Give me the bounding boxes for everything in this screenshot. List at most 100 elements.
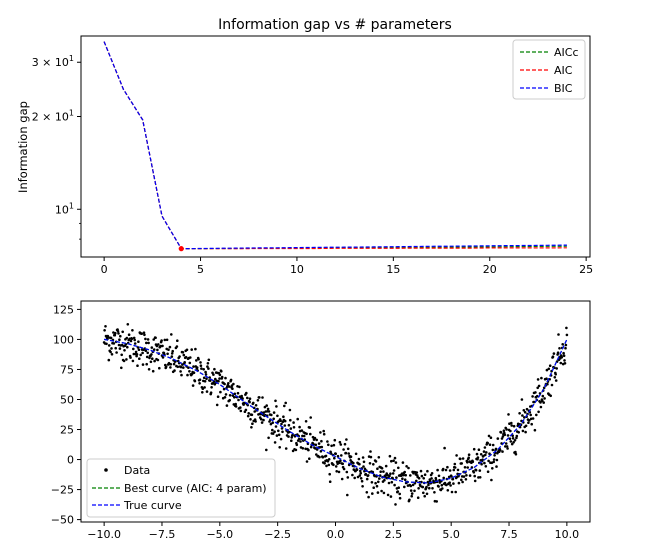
data-point	[402, 473, 405, 477]
data-point	[238, 385, 241, 389]
legend-aicc-label: AICc	[554, 46, 579, 59]
data-point	[425, 492, 429, 496]
data-point	[495, 465, 498, 468]
data-point	[363, 467, 367, 471]
data-point	[562, 351, 565, 355]
bottom-y-tick-label: 0	[67, 454, 74, 467]
data-point	[547, 367, 551, 371]
top-chart-frame	[80, 35, 591, 258]
data-point	[425, 485, 428, 489]
data-point	[317, 442, 321, 445]
data-point	[147, 341, 150, 345]
data-point	[129, 356, 132, 359]
data-point	[354, 452, 358, 456]
data-point	[485, 451, 488, 454]
data-point	[564, 346, 567, 350]
data-point	[176, 339, 179, 343]
data-point	[534, 391, 537, 394]
data-point	[507, 413, 510, 416]
data-point	[461, 457, 465, 460]
data-point	[383, 478, 386, 482]
data-point	[517, 431, 520, 434]
data-point	[423, 473, 427, 477]
data-point	[563, 362, 567, 365]
bottom-y-tick-label: 25	[60, 424, 74, 437]
data-point	[143, 333, 146, 337]
data-point	[397, 466, 400, 470]
data-point	[126, 323, 130, 326]
data-point	[314, 443, 318, 447]
top-x-tick-label: 0	[101, 263, 108, 276]
data-point	[204, 370, 207, 374]
data-point	[460, 478, 463, 482]
data-point	[426, 469, 429, 473]
data-point	[272, 411, 276, 414]
data-point	[374, 481, 377, 485]
data-point	[327, 443, 330, 447]
data-point	[559, 361, 563, 365]
data-point	[444, 468, 448, 472]
data-point	[401, 461, 405, 464]
data-point	[356, 475, 360, 479]
data-point	[510, 442, 514, 446]
data-point	[271, 428, 274, 432]
bottom-y-tick-label: 125	[53, 303, 74, 316]
data-point	[460, 462, 464, 465]
data-point	[178, 355, 181, 358]
data-point	[483, 461, 486, 465]
data-point	[361, 485, 364, 488]
data-point	[292, 421, 295, 424]
data-point	[234, 402, 237, 406]
data-point	[341, 462, 345, 466]
data-point	[163, 338, 167, 342]
data-point	[396, 490, 400, 493]
data-point	[370, 481, 374, 484]
data-point	[185, 348, 189, 352]
data-point	[233, 396, 236, 399]
data-point	[413, 489, 416, 493]
legend-bic-label: BIC	[554, 82, 573, 95]
data-point	[541, 394, 545, 398]
data-point	[328, 480, 332, 484]
data-point	[176, 365, 180, 369]
data-point	[470, 466, 474, 469]
data-point	[365, 477, 369, 481]
data-point	[192, 371, 196, 375]
data-point	[431, 487, 434, 490]
data-point	[223, 396, 227, 399]
data-point	[536, 378, 540, 381]
data-point	[169, 366, 172, 369]
data-point	[491, 467, 494, 470]
data-point	[205, 377, 208, 381]
data-point	[198, 378, 202, 382]
data-point	[179, 370, 182, 373]
data-point	[446, 489, 450, 492]
top-y-tick-label: 2 × 101	[32, 109, 74, 124]
data-point	[231, 387, 234, 391]
data-point	[202, 376, 206, 380]
data-point	[220, 370, 223, 373]
data-point	[194, 347, 197, 351]
data-point	[522, 409, 526, 412]
data-point	[492, 458, 496, 461]
top-chart: Information gap vs # parameters Informat…	[16, 17, 593, 276]
data-point	[126, 345, 129, 349]
data-point	[146, 338, 150, 341]
data-point	[521, 429, 525, 433]
data-point	[258, 396, 261, 399]
data-point	[261, 396, 264, 399]
data-point	[153, 359, 156, 363]
data-point	[160, 339, 163, 342]
data-point	[318, 455, 321, 459]
data-point	[392, 469, 396, 472]
data-point	[428, 486, 431, 490]
data-point	[142, 331, 146, 335]
data-point	[130, 337, 134, 341]
data-point	[200, 367, 203, 370]
data-point	[182, 353, 186, 357]
data-point	[537, 384, 541, 388]
data-point	[344, 451, 348, 455]
data-point	[380, 489, 383, 493]
data-point	[181, 351, 185, 354]
bottom-x-tick-label: 5.0	[442, 528, 460, 541]
